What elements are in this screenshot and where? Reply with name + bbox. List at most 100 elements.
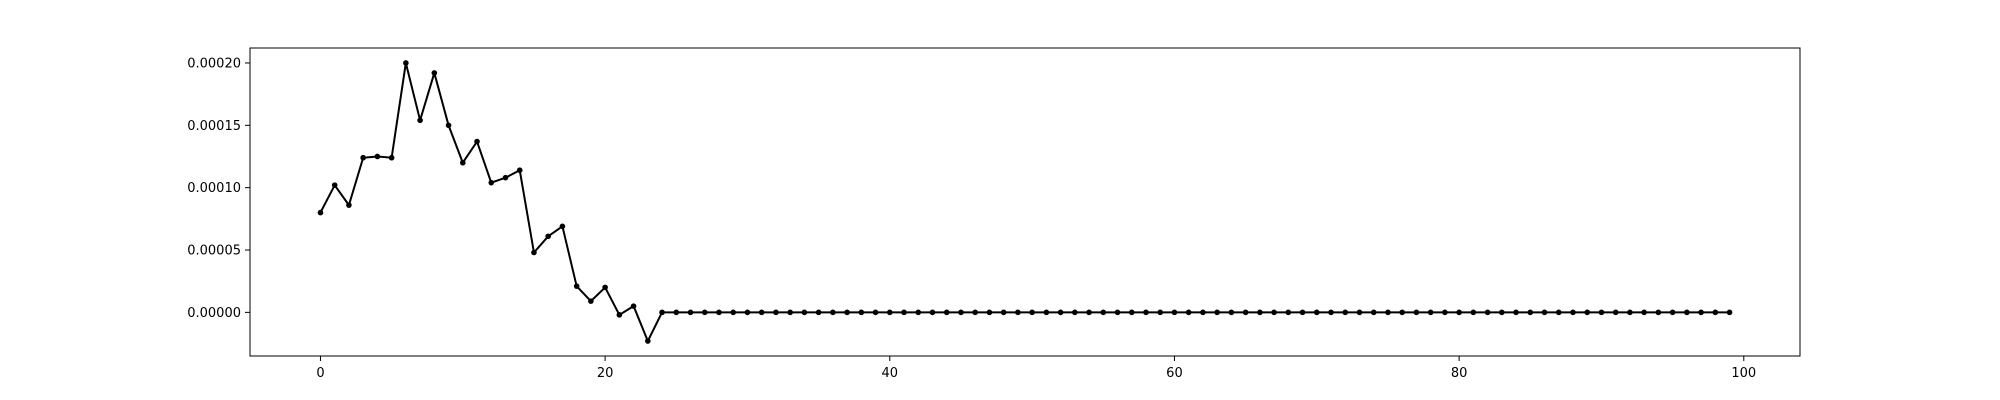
data-point bbox=[1086, 309, 1092, 316]
data-point bbox=[602, 284, 608, 291]
data-point bbox=[1698, 309, 1704, 316]
data-point bbox=[516, 167, 523, 174]
data-point bbox=[929, 309, 936, 316]
data-point bbox=[901, 309, 907, 316]
data-point bbox=[531, 249, 537, 256]
data-point bbox=[1456, 309, 1462, 316]
data-point bbox=[1356, 309, 1363, 316]
y-tick-label: 0.00005 bbox=[187, 244, 241, 259]
data-point bbox=[1413, 309, 1420, 316]
data-point bbox=[1513, 309, 1519, 316]
data-point bbox=[1484, 309, 1491, 316]
data-point bbox=[801, 309, 808, 316]
data-point bbox=[1029, 309, 1035, 316]
data-point bbox=[1442, 309, 1448, 316]
data-point bbox=[317, 209, 324, 216]
data-point bbox=[1143, 309, 1149, 316]
series-line bbox=[319, 61, 1730, 343]
data-point bbox=[459, 159, 466, 166]
x-tick-label: 0 bbox=[316, 366, 324, 381]
x-tick-label: 40 bbox=[882, 366, 899, 381]
data-point bbox=[445, 122, 452, 129]
data-point bbox=[488, 179, 495, 186]
y-tick-label: 0.00015 bbox=[187, 119, 241, 134]
data-point bbox=[559, 223, 566, 230]
data-point bbox=[1385, 309, 1391, 316]
data-point bbox=[1684, 309, 1690, 316]
data-point bbox=[830, 309, 836, 316]
data-point bbox=[1072, 309, 1078, 316]
data-point bbox=[1015, 309, 1021, 316]
data-point bbox=[1257, 309, 1263, 316]
data-point bbox=[1655, 309, 1662, 316]
data-point bbox=[659, 309, 665, 316]
data-point bbox=[1285, 309, 1292, 316]
y-tick-label: 0.00000 bbox=[187, 306, 241, 321]
data-point bbox=[1669, 309, 1676, 316]
data-point bbox=[886, 309, 893, 316]
data-point bbox=[1185, 309, 1192, 316]
data-point bbox=[1342, 309, 1349, 316]
data-point bbox=[673, 309, 680, 316]
y-tick-label: 0.00010 bbox=[187, 181, 241, 196]
y-axis: 0.00000 0.00005 0.00010 0.00015 0.00020 bbox=[187, 56, 250, 321]
data-point bbox=[1627, 309, 1633, 316]
data-point bbox=[716, 309, 722, 316]
data-point bbox=[474, 138, 480, 145]
x-tick-label: 80 bbox=[1451, 366, 1468, 381]
data-point bbox=[588, 298, 594, 304]
data-point bbox=[1641, 309, 1647, 316]
data-point bbox=[1370, 309, 1377, 316]
data-point bbox=[573, 283, 580, 289]
y-tick-label: 0.00020 bbox=[187, 56, 241, 71]
data-point bbox=[872, 309, 879, 316]
data-point bbox=[744, 309, 751, 316]
data-point bbox=[388, 154, 395, 161]
data-point bbox=[1598, 309, 1605, 316]
data-point bbox=[972, 309, 978, 316]
data-point bbox=[1612, 309, 1619, 316]
data-point bbox=[943, 309, 950, 316]
data-point bbox=[1057, 309, 1064, 316]
data-point bbox=[701, 309, 708, 316]
data-point bbox=[1299, 309, 1306, 316]
data-point bbox=[1171, 309, 1178, 316]
data-point bbox=[1200, 309, 1206, 316]
data-point bbox=[1726, 309, 1733, 316]
data-point bbox=[787, 309, 793, 316]
data-point bbox=[986, 309, 993, 316]
data-point bbox=[502, 174, 509, 181]
data-point bbox=[1157, 309, 1164, 316]
data-point bbox=[346, 202, 352, 208]
data-point bbox=[1114, 309, 1121, 316]
data-point bbox=[1043, 309, 1050, 316]
data-point bbox=[1000, 309, 1007, 316]
data-point bbox=[417, 117, 423, 124]
data-point bbox=[545, 233, 551, 240]
data-point bbox=[1427, 309, 1434, 316]
data-point bbox=[858, 309, 865, 316]
data-point bbox=[1228, 309, 1235, 316]
data-point bbox=[1470, 309, 1477, 316]
data-point bbox=[403, 60, 409, 66]
data-point bbox=[1214, 309, 1220, 316]
data-point bbox=[331, 182, 338, 188]
data-point bbox=[1555, 309, 1562, 316]
x-axis: 0 20 40 60 80 100 bbox=[316, 356, 1756, 381]
data-point bbox=[431, 70, 438, 76]
data-point bbox=[687, 309, 694, 316]
data-point bbox=[958, 309, 964, 316]
data-point bbox=[645, 338, 651, 344]
plot-background bbox=[250, 48, 1800, 356]
data-point bbox=[1541, 309, 1548, 316]
data-point bbox=[844, 309, 850, 316]
x-tick-label: 60 bbox=[1166, 366, 1183, 381]
data-point bbox=[1712, 309, 1719, 316]
data-point bbox=[374, 153, 381, 160]
data-point bbox=[1242, 309, 1249, 316]
data-point bbox=[1499, 309, 1505, 316]
x-tick-label: 100 bbox=[1731, 366, 1756, 381]
data-point bbox=[616, 312, 623, 318]
data-point bbox=[1328, 309, 1334, 316]
